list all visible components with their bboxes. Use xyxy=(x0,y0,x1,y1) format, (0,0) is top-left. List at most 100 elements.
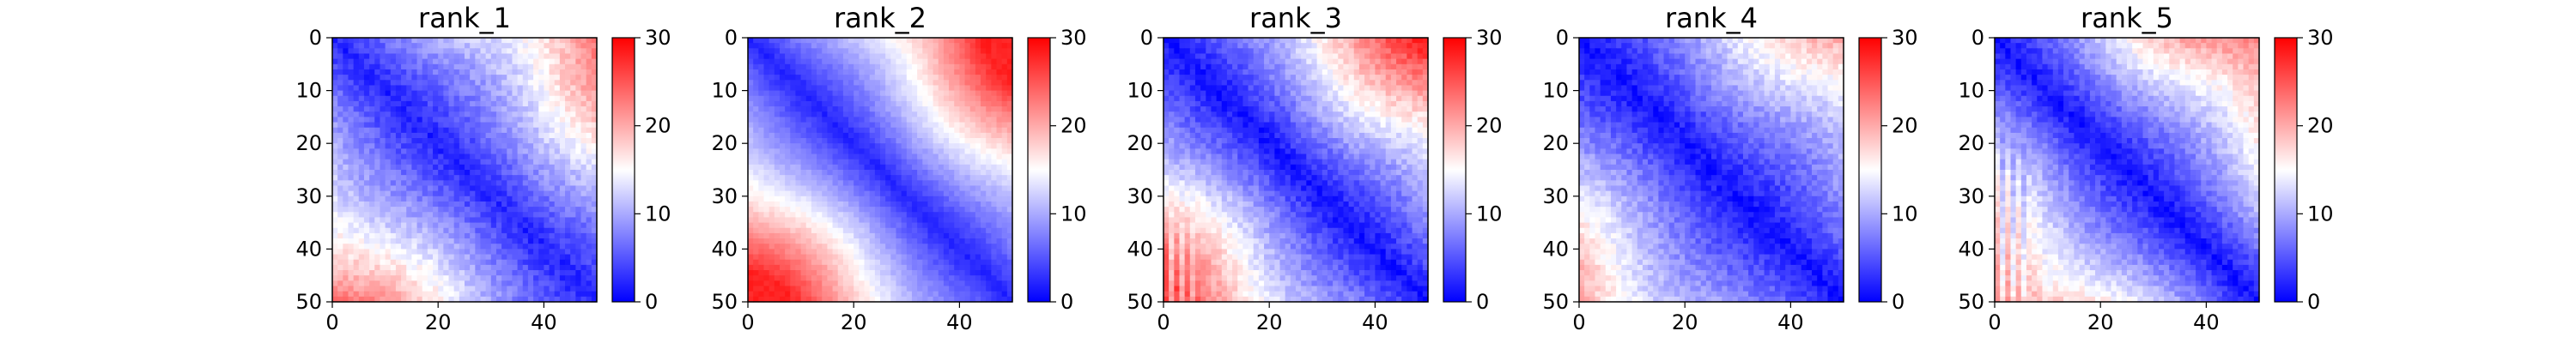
heatmap-cell xyxy=(343,286,349,292)
heatmap-cell xyxy=(459,117,465,123)
heatmap-cell xyxy=(811,48,817,55)
heatmap-cell xyxy=(885,153,891,160)
heatmap-cell xyxy=(817,85,823,92)
heatmap-cell xyxy=(363,100,370,107)
heatmap-cell xyxy=(748,264,754,271)
heatmap-cell xyxy=(869,69,876,75)
heatmap-cell xyxy=(954,138,960,144)
heatmap-cell xyxy=(874,138,881,144)
heatmap-cell xyxy=(848,43,854,49)
heatmap-cell xyxy=(433,100,439,107)
heatmap-cell xyxy=(353,175,360,181)
heatmap-cell xyxy=(416,58,423,65)
heatmap-cell xyxy=(996,95,1003,102)
heatmap-cell xyxy=(580,222,587,229)
heatmap-cell xyxy=(448,95,455,102)
heatmap-cell xyxy=(348,38,355,44)
heatmap-cell xyxy=(901,58,908,65)
heatmap-cell xyxy=(527,296,534,303)
heatmap-cell xyxy=(512,117,519,123)
heatmap-cell xyxy=(949,75,955,81)
heatmap-cell xyxy=(981,222,987,229)
heatmap-cell xyxy=(348,280,355,287)
heatmap-cell xyxy=(911,69,918,75)
heatmap-cell xyxy=(842,227,849,234)
heatmap-cell xyxy=(991,196,998,202)
heatmap-cell xyxy=(927,164,934,171)
heatmap-cell xyxy=(753,254,759,261)
heatmap-cell xyxy=(512,80,519,87)
heatmap-cell xyxy=(943,138,950,144)
heatmap-cell xyxy=(475,85,482,92)
heatmap-cell xyxy=(969,95,976,102)
heatmap-cell xyxy=(917,185,923,192)
heatmap-cell xyxy=(996,207,1003,213)
heatmap-cell xyxy=(795,122,802,129)
heatmap-cell xyxy=(748,95,754,102)
heatmap-cell xyxy=(470,185,476,192)
heatmap-cell xyxy=(433,80,439,87)
heatmap-cell xyxy=(943,232,950,239)
heatmap-cell xyxy=(485,222,492,229)
heatmap-cell xyxy=(1006,48,1013,55)
heatmap-cell xyxy=(991,85,998,92)
heatmap-cell xyxy=(591,100,598,107)
heatmap-cell xyxy=(896,85,902,92)
heatmap-cell xyxy=(549,249,556,256)
heatmap-cell xyxy=(480,143,487,149)
heatmap-cell xyxy=(485,212,492,219)
heatmap-cell xyxy=(774,138,781,144)
heatmap-cell xyxy=(480,132,487,139)
heatmap-cell xyxy=(848,291,854,298)
heatmap-cell xyxy=(981,90,987,97)
heatmap-cell xyxy=(991,185,998,192)
heatmap-cell xyxy=(779,222,786,229)
heatmap-cell xyxy=(459,148,465,155)
heatmap-cell xyxy=(433,111,439,117)
heatmap-cell xyxy=(885,222,891,229)
heatmap-cell xyxy=(332,117,338,123)
heatmap-cell xyxy=(369,244,375,250)
heatmap-cell xyxy=(575,132,582,139)
heatmap-cell xyxy=(395,212,402,219)
heatmap-cell xyxy=(422,85,428,92)
heatmap-cell xyxy=(475,254,482,261)
heatmap-cell xyxy=(927,175,934,181)
heatmap-cell xyxy=(385,117,392,123)
heatmap-cell xyxy=(380,232,386,239)
heatmap-cell xyxy=(822,238,828,244)
heatmap-cell xyxy=(785,207,791,213)
heatmap-cell xyxy=(358,53,365,60)
heatmap-cell xyxy=(416,280,423,287)
heatmap-cell xyxy=(874,164,881,171)
heatmap-cell xyxy=(459,270,465,276)
heatmap-cell xyxy=(438,217,444,224)
heatmap-cell xyxy=(885,48,891,55)
heatmap-cell xyxy=(817,190,823,197)
heatmap-cell xyxy=(533,196,539,202)
heatmap-cell xyxy=(854,148,860,155)
heatmap-cell xyxy=(380,201,386,208)
heatmap-cell xyxy=(763,196,770,202)
heatmap-cell xyxy=(890,180,897,187)
heatmap-cell xyxy=(943,48,950,55)
heatmap-cell xyxy=(753,227,759,234)
heatmap-cell xyxy=(938,159,945,165)
heatmap-cell xyxy=(580,106,587,112)
heatmap-cell xyxy=(565,106,571,112)
heatmap-cell xyxy=(986,291,992,298)
heatmap-cell xyxy=(554,48,561,55)
heatmap-cell xyxy=(769,217,775,224)
heatmap-cell xyxy=(964,259,971,266)
heatmap-cell xyxy=(427,291,434,298)
heatmap-cell xyxy=(554,90,561,97)
heatmap-cell xyxy=(580,254,587,261)
heatmap-cell xyxy=(422,291,428,298)
heatmap-cell xyxy=(411,43,418,49)
heatmap-cell xyxy=(475,95,482,102)
heatmap-cell xyxy=(885,264,891,271)
heatmap-cell xyxy=(465,185,471,192)
heatmap-cell xyxy=(438,38,444,44)
heatmap-cell xyxy=(822,175,828,181)
heatmap-cell xyxy=(938,106,945,112)
